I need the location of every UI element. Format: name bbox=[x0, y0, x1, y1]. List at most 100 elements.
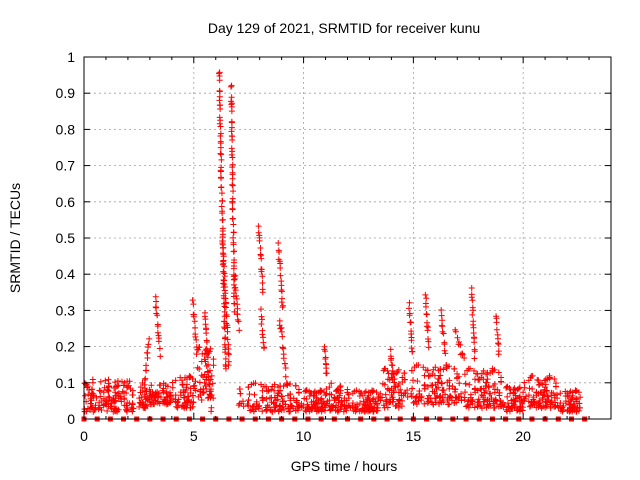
data-point bbox=[259, 395, 266, 402]
data-point bbox=[480, 392, 487, 399]
data-point bbox=[308, 407, 315, 414]
data-point bbox=[89, 392, 96, 399]
data-point bbox=[364, 396, 371, 403]
data-point bbox=[292, 407, 299, 414]
data-point bbox=[281, 406, 288, 413]
data-point bbox=[335, 387, 342, 394]
data-point bbox=[196, 366, 203, 373]
data-point bbox=[365, 406, 372, 413]
data-point bbox=[439, 323, 446, 330]
data-point bbox=[496, 398, 503, 405]
data-point bbox=[154, 323, 161, 330]
data-point bbox=[422, 303, 429, 310]
data-point bbox=[222, 365, 229, 372]
data-point bbox=[279, 333, 286, 340]
data-point bbox=[204, 354, 211, 361]
data-point bbox=[192, 387, 199, 394]
data-point bbox=[206, 367, 213, 374]
data-point bbox=[455, 338, 462, 345]
data-point bbox=[425, 344, 432, 351]
data-point bbox=[496, 389, 503, 396]
data-point bbox=[490, 405, 497, 412]
data-point bbox=[373, 407, 380, 414]
data-point bbox=[527, 402, 534, 409]
data-point bbox=[432, 399, 439, 406]
data-point bbox=[511, 404, 518, 411]
data-point bbox=[404, 393, 411, 400]
data-point bbox=[529, 386, 536, 393]
data-point bbox=[308, 390, 315, 397]
data-point bbox=[484, 376, 491, 383]
data-point bbox=[328, 391, 335, 398]
data-point bbox=[491, 380, 498, 387]
data-point bbox=[126, 378, 133, 385]
data-point bbox=[98, 398, 105, 405]
data-point bbox=[486, 390, 493, 397]
data-point bbox=[362, 388, 369, 395]
data-point bbox=[136, 403, 143, 410]
data-point bbox=[484, 369, 491, 376]
data-point bbox=[421, 372, 428, 379]
data-point bbox=[193, 344, 200, 351]
data-point bbox=[197, 391, 204, 398]
data-point bbox=[322, 392, 329, 399]
data-point bbox=[438, 380, 445, 387]
data-point bbox=[271, 394, 278, 401]
data-point bbox=[544, 376, 551, 383]
data-point bbox=[488, 395, 495, 402]
data-point bbox=[160, 380, 167, 387]
data-point bbox=[543, 387, 550, 394]
data-point bbox=[177, 389, 184, 396]
data-point bbox=[408, 345, 415, 352]
x-tick-label: 0 bbox=[80, 428, 88, 444]
data-point bbox=[271, 387, 278, 394]
data-point bbox=[476, 376, 483, 383]
data-point bbox=[232, 287, 239, 294]
data-point bbox=[105, 387, 112, 394]
data-point bbox=[219, 208, 226, 215]
data-point bbox=[266, 394, 273, 401]
data-point bbox=[370, 408, 377, 415]
data-point bbox=[258, 268, 265, 275]
axis-ticks bbox=[83, 56, 612, 420]
data-point bbox=[341, 397, 348, 404]
data-point bbox=[493, 326, 500, 333]
data-point bbox=[455, 373, 462, 380]
data-point bbox=[542, 402, 549, 409]
data-point bbox=[198, 358, 205, 365]
data-point bbox=[557, 390, 564, 397]
data-point bbox=[174, 404, 181, 411]
data-point bbox=[510, 400, 517, 407]
data-point bbox=[342, 405, 349, 412]
data-point bbox=[259, 408, 266, 415]
y-tick-label: 0.9 bbox=[56, 85, 76, 101]
data-point bbox=[486, 398, 493, 405]
data-point bbox=[318, 395, 325, 402]
data-point bbox=[246, 391, 253, 398]
data-point bbox=[255, 223, 262, 230]
data-point bbox=[261, 344, 268, 351]
data-point bbox=[159, 387, 166, 394]
data-point bbox=[185, 396, 192, 403]
data-point bbox=[100, 389, 107, 396]
data-point bbox=[230, 271, 237, 278]
data-point bbox=[471, 355, 478, 362]
data-point bbox=[184, 393, 191, 400]
data-point bbox=[193, 336, 200, 343]
data-point bbox=[136, 395, 143, 402]
data-point bbox=[155, 393, 162, 400]
data-point bbox=[225, 350, 232, 357]
data-point bbox=[218, 190, 225, 197]
data-point bbox=[375, 393, 382, 400]
data-point bbox=[392, 403, 399, 410]
data-point bbox=[481, 389, 488, 396]
data-point bbox=[183, 402, 190, 409]
data-point bbox=[436, 375, 443, 382]
data-point bbox=[221, 263, 228, 270]
data-point bbox=[458, 390, 465, 397]
data-point bbox=[311, 388, 318, 395]
y-tick-label: 1 bbox=[67, 49, 75, 65]
data-point bbox=[118, 378, 125, 385]
data-point bbox=[118, 398, 125, 405]
data-point bbox=[217, 105, 224, 112]
